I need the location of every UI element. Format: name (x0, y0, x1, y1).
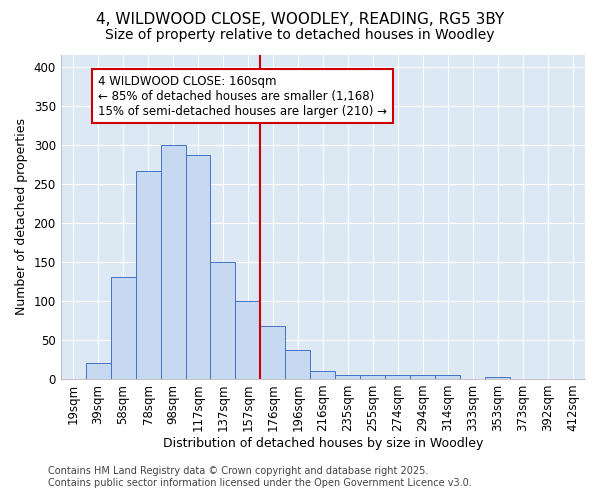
Bar (136, 170, 161, 379)
Text: 4 WILDWOOD CLOSE: 160sqm
← 85% of detached houses are smaller (1,168)
15% of sem: 4 WILDWOOD CLOSE: 160sqm ← 85% of detach… (98, 74, 387, 118)
Bar (385, 375, 410, 379)
Bar (286, 350, 310, 379)
Bar (211, 262, 235, 379)
Text: Size of property relative to detached houses in Woodley: Size of property relative to detached ho… (105, 28, 495, 42)
Bar (235, 301, 260, 379)
Bar (161, 145, 185, 379)
Bar (185, 155, 211, 379)
Bar (410, 375, 435, 379)
Bar (485, 376, 510, 379)
Bar (360, 375, 385, 379)
Bar (260, 326, 286, 379)
X-axis label: Distribution of detached houses by size in Woodley: Distribution of detached houses by size … (163, 437, 483, 450)
Text: 4, WILDWOOD CLOSE, WOODLEY, READING, RG5 3BY: 4, WILDWOOD CLOSE, WOODLEY, READING, RG5… (96, 12, 504, 28)
Bar (110, 278, 136, 379)
Y-axis label: Number of detached properties: Number of detached properties (15, 118, 28, 316)
Text: Contains HM Land Registry data © Crown copyright and database right 2025.
Contai: Contains HM Land Registry data © Crown c… (48, 466, 472, 487)
Bar (86, 364, 110, 379)
Bar (435, 375, 460, 379)
Bar (335, 375, 360, 379)
Bar (310, 371, 335, 379)
